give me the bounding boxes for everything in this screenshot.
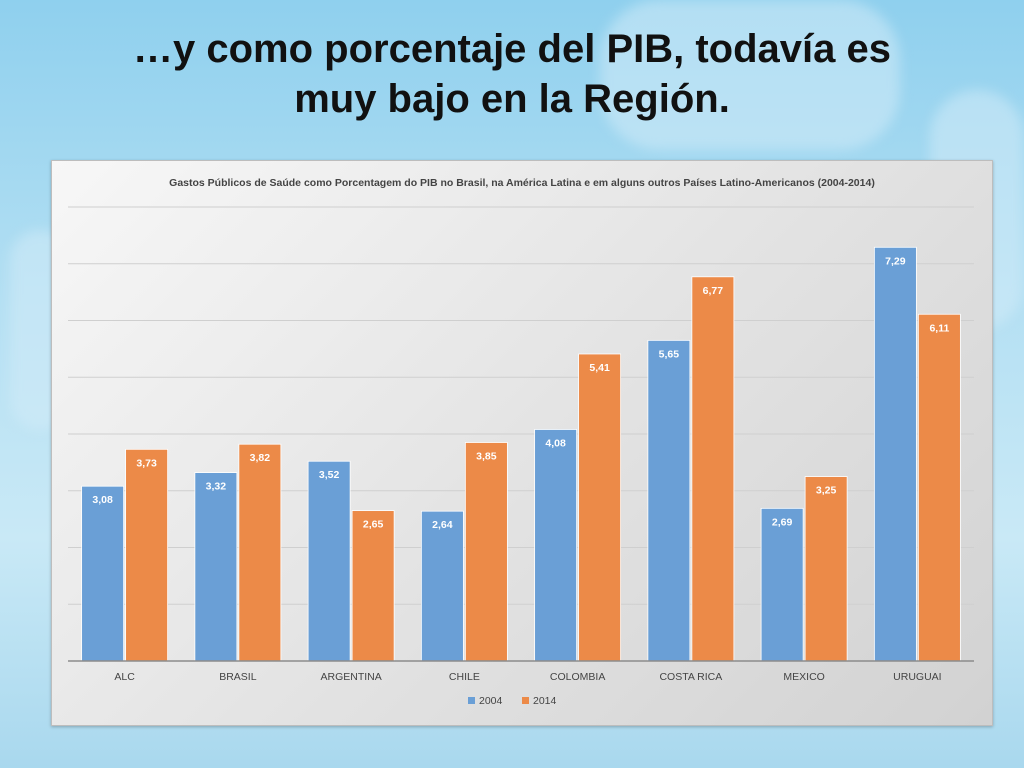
data-label: 3,52 [319,469,340,481]
data-label: 3,85 [476,451,497,463]
slide-title-line-2: muy bajo en la Región. [294,77,730,121]
x-tick-label: MEXICO [783,671,824,683]
bar-2014-mexico [804,476,848,662]
legend-swatch-2014 [522,697,529,704]
x-tick-label: URUGUAI [893,671,941,683]
data-label: 3,25 [816,485,837,497]
bar-2004-uruguai [873,246,917,662]
bar-2004-alc [81,485,125,662]
bar-chart: Gastos Públicos de Saúde como Porcentage… [68,177,974,707]
bars [81,246,961,662]
bar-2014-argentina [351,510,395,662]
x-tick-label: ALC [114,671,135,683]
legend-swatch-2004 [468,697,475,704]
bar-2004-argentina [307,460,351,662]
x-tick-label: ARGENTINA [320,671,381,683]
slide-title: …y como porcentaje del PIB, todavía es m… [0,24,1024,124]
data-label: 4,08 [545,437,566,449]
chart-panel: Gastos Públicos de Saúde como Porcentage… [51,160,993,726]
bar-2014-costa-rica [691,276,735,662]
data-label: 2,64 [432,519,453,531]
data-label: 3,73 [136,457,157,469]
data-label: 3,82 [250,452,271,464]
bar-2004-colombia [534,429,578,662]
bar-2004-mexico [760,507,804,662]
data-label: 3,32 [206,481,227,493]
bar-2004-costa-rica [647,339,691,662]
bar-2014-uruguai [917,313,961,662]
data-label: 5,41 [589,362,610,374]
data-label: 2,69 [772,516,793,528]
legend-label-2004[interactable]: 2004 [479,695,503,707]
x-tick-label: BRASIL [219,671,257,683]
x-tick-label: CHILE [449,671,480,683]
bar-2014-colombia [578,353,622,662]
data-label: 5,65 [659,348,680,360]
data-label: 3,08 [92,494,113,506]
data-label: 6,77 [703,285,724,297]
data-label: 6,11 [929,322,949,334]
x-tick-label: COLOMBIA [550,671,605,683]
slide-title-line-1: …y como porcentaje del PIB, todavía es [132,27,891,71]
bar-2004-chile [420,510,464,662]
bar-2004-brasil [194,472,238,662]
background-blob [600,0,900,150]
bar-2014-alc [125,448,169,662]
data-label: 7,29 [885,255,906,267]
legend[interactable]: 2004 2014 [468,695,557,707]
data-labels: 3,08 3,73 3,32 3,82 3,52 2,65 2,64 3,85 4,08 5,41… [92,255,949,531]
data-label: 2,65 [363,519,384,531]
x-axis: ALC BRASIL ARGENTINA CHILE COLOMBIA COSTA RIC… [68,660,974,683]
x-tick-label: COSTA RICA [659,671,722,683]
bar-2014-chile [464,442,508,662]
legend-label-2014[interactable]: 2014 [533,695,557,707]
bar-2014-brasil [238,443,282,662]
chart-title: Gastos Públicos de Saúde como Porcentage… [169,177,875,189]
